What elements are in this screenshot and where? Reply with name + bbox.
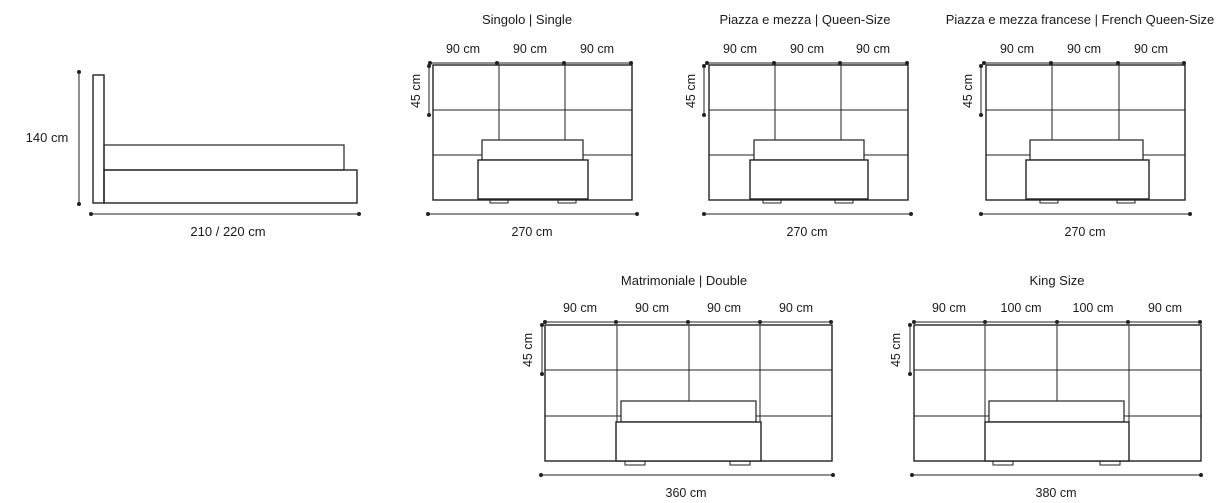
variant-title: Matrimoniale | Double xyxy=(621,273,747,288)
total-width-label: 380 cm xyxy=(1036,486,1077,500)
segment-label: 90 cm xyxy=(580,42,614,56)
mattress xyxy=(988,400,1125,423)
bed-foot xyxy=(729,460,751,466)
segment-label: 100 cm xyxy=(1001,301,1042,315)
variant-title: Piazza e mezza francese | French Queen-S… xyxy=(946,12,1215,27)
bed-foot xyxy=(834,198,854,204)
segment-label: 90 cm xyxy=(1000,42,1034,56)
bed-foot xyxy=(1116,198,1136,204)
total-width-label: 270 cm xyxy=(1065,225,1106,239)
segment-label: 90 cm xyxy=(707,301,741,315)
bed-base xyxy=(984,421,1130,462)
bed-foot xyxy=(489,198,509,204)
segment-label: 90 cm xyxy=(1067,42,1101,56)
side-mattress xyxy=(103,144,345,171)
headboard-panel xyxy=(985,64,1186,201)
bed-foot xyxy=(557,198,577,204)
segment-label: 90 cm xyxy=(790,42,824,56)
variant-title: Singolo | Single xyxy=(482,12,572,27)
variant-title: King Size xyxy=(1030,273,1085,288)
mattress xyxy=(481,139,584,161)
side-headboard xyxy=(92,74,105,204)
segment-label: 90 cm xyxy=(932,301,966,315)
variant-french-queen: Piazza e mezza francese | French Queen-S… xyxy=(946,12,1215,239)
total-width-label: 360 cm xyxy=(666,486,707,500)
total-width-label: 270 cm xyxy=(787,225,828,239)
segment-label: 90 cm xyxy=(856,42,890,56)
segment-label: 90 cm xyxy=(563,301,597,315)
variant-matrimoniale: Matrimoniale | Double 90 cm 90 cm 90 cm … xyxy=(521,273,835,500)
bed-foot xyxy=(624,460,646,466)
bed-foot xyxy=(762,198,782,204)
segment-label: 90 cm xyxy=(513,42,547,56)
bed-foot xyxy=(992,460,1014,466)
side-height-dimension xyxy=(77,70,81,206)
mattress xyxy=(753,139,865,161)
side-length-label: 210 / 220 cm xyxy=(190,224,265,239)
side-length-dimension xyxy=(89,212,361,216)
bed-base xyxy=(749,159,869,200)
height-label: 45 cm xyxy=(521,333,535,367)
variant-singolo: Singolo | Single 90 cm 90 cm 90 cm 45 cm… xyxy=(409,12,639,239)
bed-base xyxy=(615,421,762,462)
bed-foot xyxy=(1039,198,1059,204)
bed-base xyxy=(477,159,589,200)
headboard-panel xyxy=(432,64,633,201)
segment-label: 90 cm xyxy=(1134,42,1168,56)
headboard-panel xyxy=(708,64,909,201)
segment-label: 90 cm xyxy=(723,42,757,56)
mattress xyxy=(1029,139,1144,161)
total-width-label: 270 cm xyxy=(512,225,553,239)
variant-king: King Size 90 cm 100 cm 100 cm 90 cm 45 c… xyxy=(889,273,1203,500)
side-bed-base xyxy=(103,169,358,204)
variant-title: Piazza e mezza | Queen-Size xyxy=(719,12,890,27)
segment-label: 90 cm xyxy=(635,301,669,315)
height-label: 45 cm xyxy=(409,74,423,108)
bed-base xyxy=(1025,159,1150,200)
segment-label: 90 cm xyxy=(779,301,813,315)
mattress xyxy=(620,400,757,423)
segment-label: 90 cm xyxy=(446,42,480,56)
side-height-label: 140 cm xyxy=(26,130,69,145)
segment-label: 100 cm xyxy=(1073,301,1114,315)
side-view: 140 cm 210 / 220 cm xyxy=(26,70,361,239)
height-label: 45 cm xyxy=(961,74,975,108)
variant-queen: Piazza e mezza | Queen-Size 90 cm 90 cm … xyxy=(684,12,913,239)
segment-label: 90 cm xyxy=(1148,301,1182,315)
height-label: 45 cm xyxy=(684,74,698,108)
bed-foot xyxy=(1099,460,1121,466)
height-label: 45 cm xyxy=(889,333,903,367)
